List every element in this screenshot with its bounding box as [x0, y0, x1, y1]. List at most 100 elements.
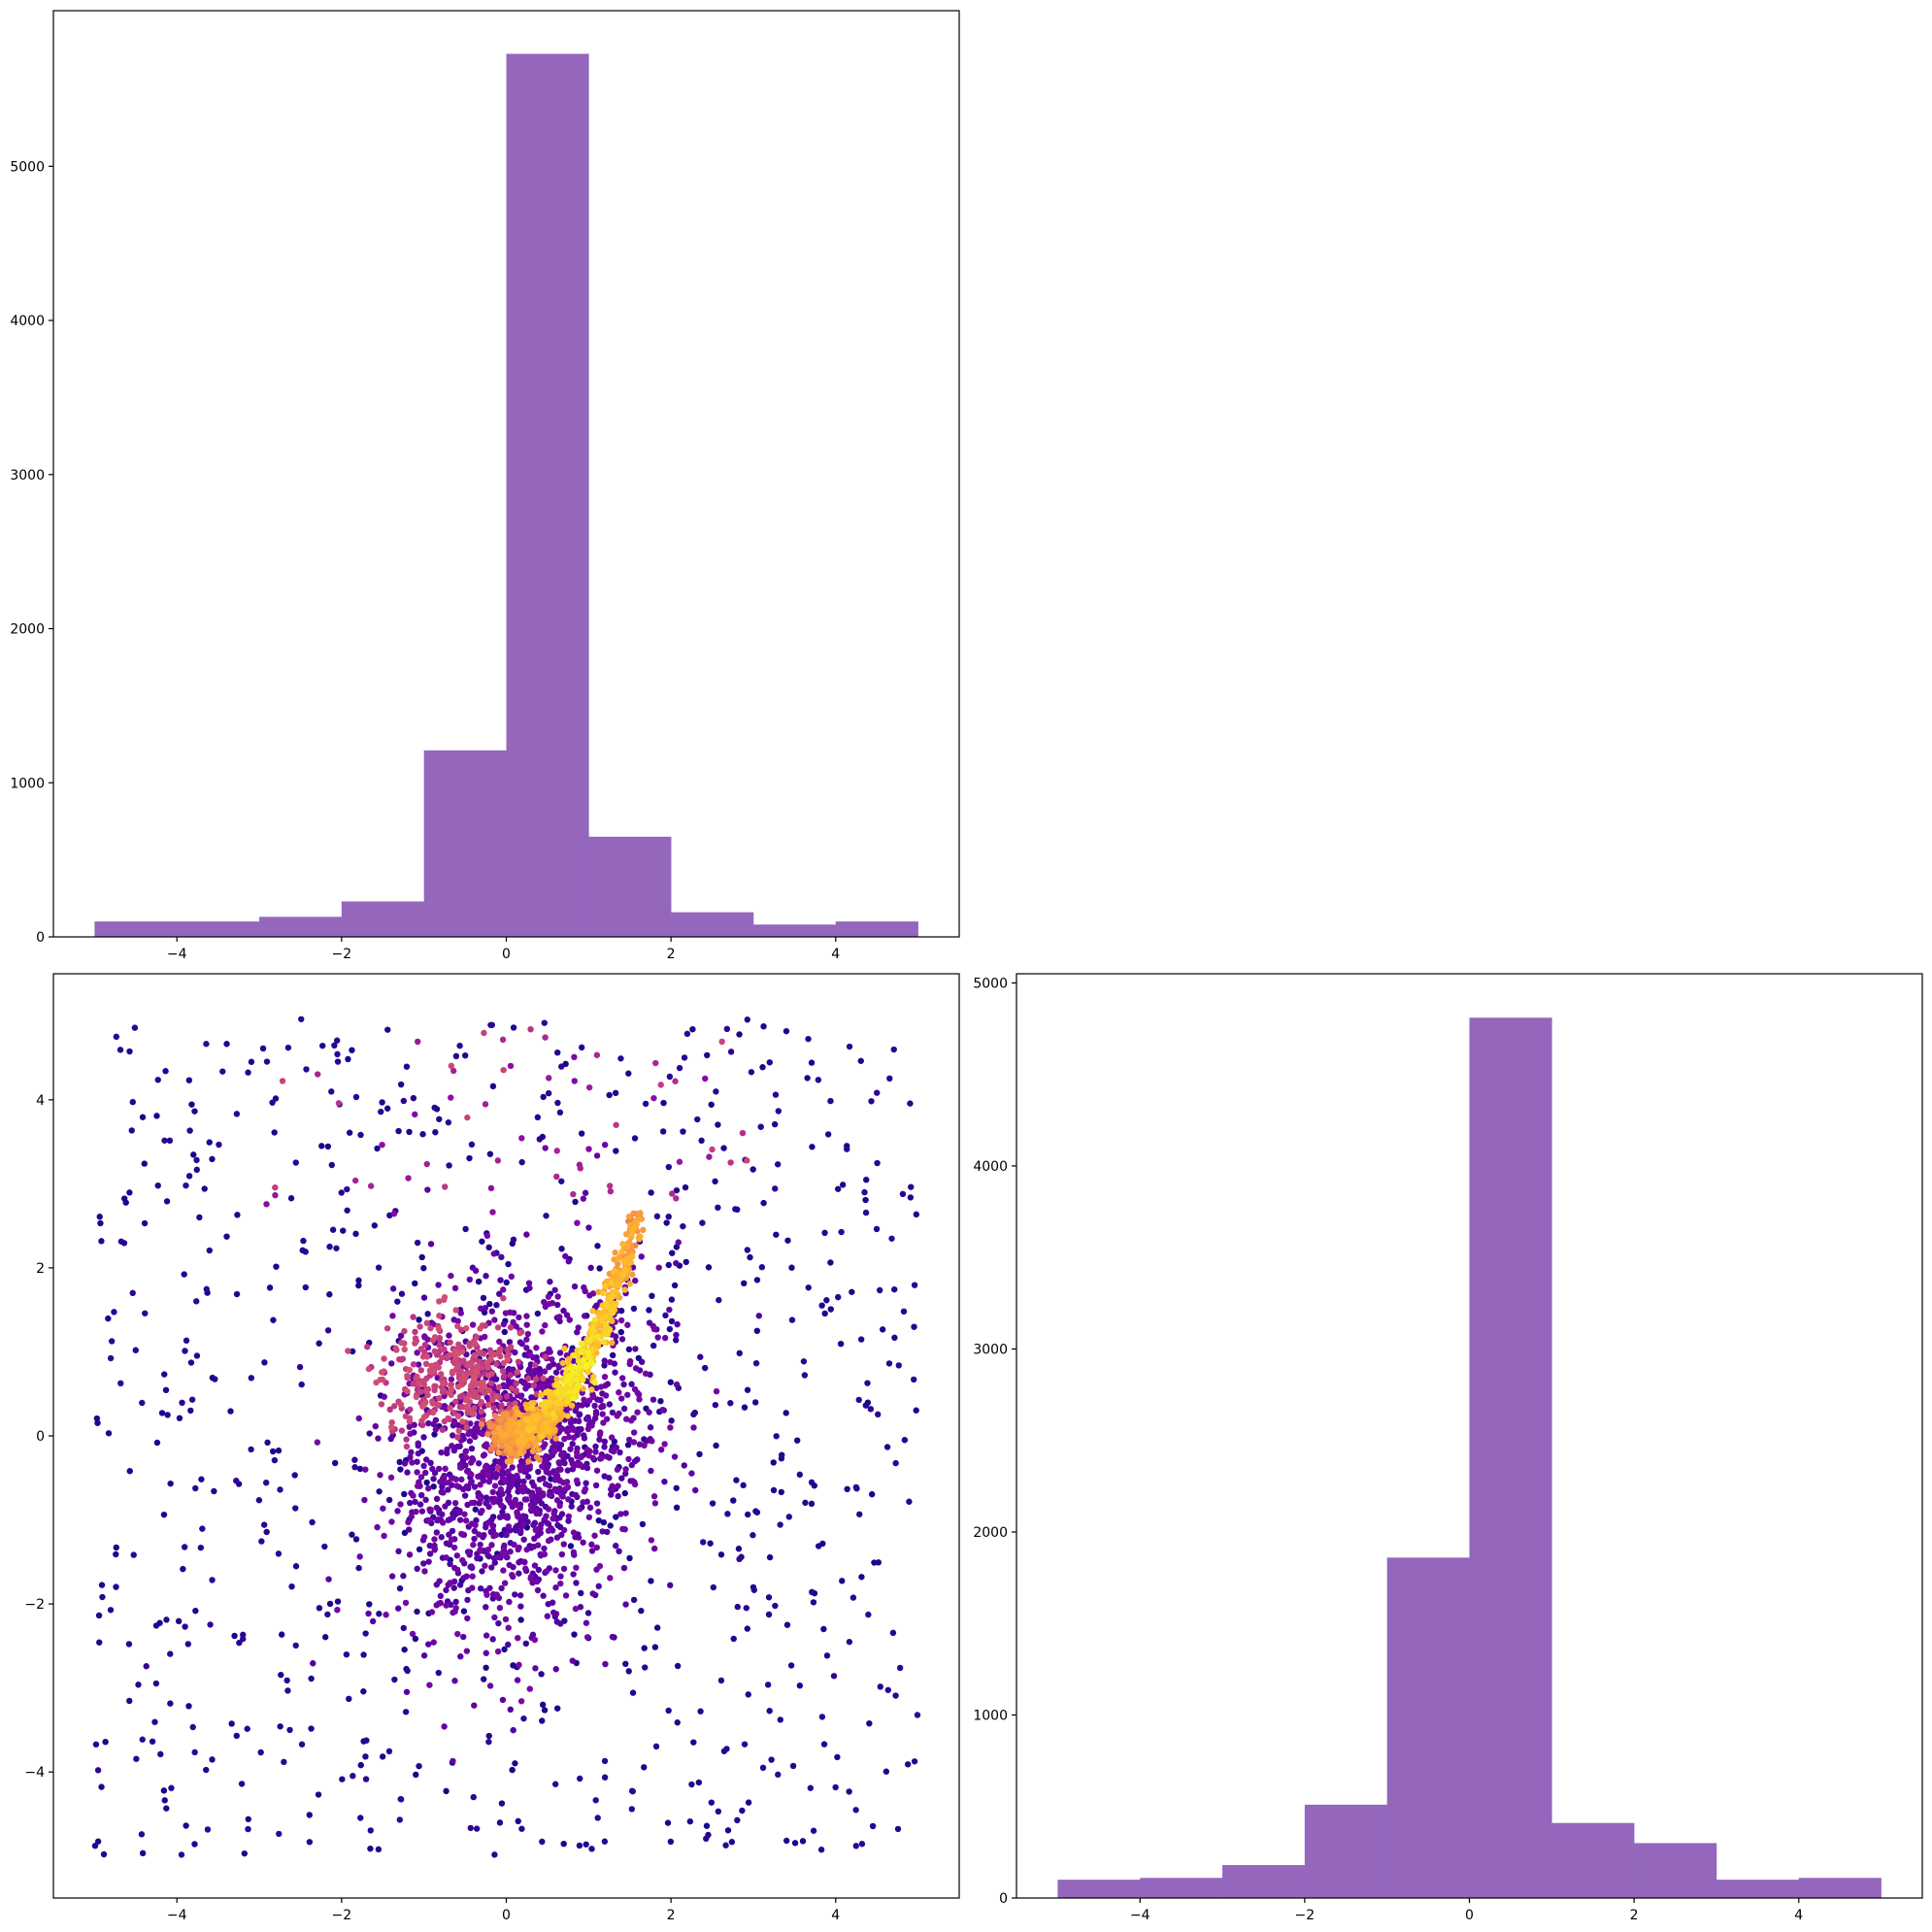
scatter-point	[588, 1541, 595, 1549]
scatter-point	[346, 1695, 352, 1703]
scatter-point	[577, 1165, 583, 1172]
scatter-point	[518, 1158, 525, 1166]
scatter-point	[412, 1111, 418, 1118]
scatter-point	[728, 1839, 736, 1846]
scatter-point	[496, 1338, 503, 1346]
scatter-point	[161, 1137, 168, 1144]
scatter-point	[472, 1340, 479, 1348]
scatter-point	[479, 1430, 486, 1438]
scatter-point	[366, 1601, 373, 1608]
scatter-point	[447, 1560, 453, 1568]
scatter-point	[335, 1100, 343, 1107]
scatter-point	[599, 1402, 607, 1410]
scatter-point	[702, 1075, 709, 1083]
scatter-point	[482, 1304, 489, 1312]
scatter-point	[622, 1601, 629, 1608]
scatter-point	[432, 1426, 440, 1433]
scatter-point	[619, 1241, 626, 1248]
scatter-point	[673, 1331, 680, 1339]
scatter-point	[497, 1485, 505, 1493]
scatter-point	[570, 1529, 578, 1536]
scatter-point	[472, 1382, 479, 1388]
scatter-point	[550, 1515, 556, 1522]
scatter-point	[113, 1033, 120, 1041]
scatter-point	[547, 1399, 554, 1407]
scatter-point	[420, 1533, 428, 1541]
top-hist-bar	[588, 836, 672, 937]
scatter-point	[507, 1062, 515, 1070]
scatter-point	[552, 1405, 560, 1412]
scatter-point	[271, 1456, 279, 1464]
scatter-point	[744, 1625, 751, 1632]
scatter-point	[490, 1430, 498, 1437]
scatter-point	[133, 1755, 140, 1762]
scatter-point	[231, 1632, 238, 1640]
scatter-point	[722, 1842, 729, 1849]
scatter-point	[852, 1807, 859, 1814]
scatter-point	[396, 1816, 403, 1823]
scatter-point	[541, 1298, 548, 1306]
top-hist-bar	[94, 921, 178, 937]
scatter-point	[241, 1849, 249, 1857]
scatter-point	[475, 1460, 483, 1467]
scatter-point	[446, 1531, 452, 1538]
scatter-point	[415, 1361, 422, 1368]
scatter-point	[414, 1482, 421, 1489]
scatter-point	[462, 1324, 470, 1332]
scatter-point	[891, 1334, 898, 1342]
scatter-point	[139, 1849, 147, 1857]
scatter-point	[436, 1342, 443, 1349]
scatter-point	[544, 1519, 551, 1527]
scatter-point	[879, 1326, 886, 1333]
scatter-point	[589, 1324, 596, 1332]
scatter-point	[471, 1527, 478, 1535]
scatter-point	[558, 1178, 565, 1184]
scatter-point	[447, 1351, 453, 1358]
scatter-point	[441, 1472, 448, 1480]
scatter-point	[446, 1541, 453, 1549]
scatter-point	[623, 1231, 630, 1238]
scatter-point	[824, 1131, 832, 1138]
scatter-x-tick-label: −2	[332, 1908, 352, 1923]
scatter-point	[526, 1685, 533, 1692]
scatter-point	[601, 1838, 609, 1845]
scatter-point	[497, 1352, 504, 1360]
scatter-point	[573, 1449, 581, 1456]
scatter-point	[574, 1364, 581, 1372]
scatter-point	[483, 1604, 489, 1611]
scatter-point	[648, 1467, 654, 1475]
scatter-point	[201, 1185, 208, 1192]
scatter-point	[558, 1511, 566, 1517]
scatter-point	[733, 1477, 740, 1483]
scatter-point	[752, 1359, 760, 1367]
scatter-point	[571, 1053, 578, 1061]
scatter-point	[401, 1490, 408, 1498]
scatter-point	[648, 1189, 654, 1196]
scatter-point	[151, 1718, 158, 1725]
scatter-point	[528, 1492, 535, 1499]
scatter-point	[439, 1519, 447, 1526]
scatter-point	[436, 1334, 443, 1342]
scatter-point	[521, 1465, 528, 1473]
scatter-point	[468, 1478, 475, 1485]
scatter-point	[539, 1717, 546, 1724]
scatter-point	[167, 1650, 174, 1657]
scatter-point	[139, 1736, 146, 1743]
scatter-point	[349, 1047, 355, 1053]
scatter-point	[176, 1415, 183, 1421]
scatter-point	[245, 1825, 251, 1833]
scatter-point	[561, 1435, 568, 1443]
scatter-point	[844, 1485, 850, 1492]
scatter-point	[488, 1308, 496, 1315]
scatter-point	[486, 1682, 494, 1689]
scatter-point	[469, 1410, 476, 1417]
scatter-point	[586, 1504, 594, 1512]
scatter-point	[852, 1843, 859, 1849]
scatter-point	[97, 1219, 104, 1227]
scatter-point	[504, 1356, 511, 1363]
scatter-point	[527, 1575, 534, 1582]
scatter-point	[383, 1612, 389, 1618]
scatter-point	[504, 1458, 512, 1465]
scatter-point	[699, 1539, 707, 1546]
scatter-point	[583, 1841, 589, 1848]
